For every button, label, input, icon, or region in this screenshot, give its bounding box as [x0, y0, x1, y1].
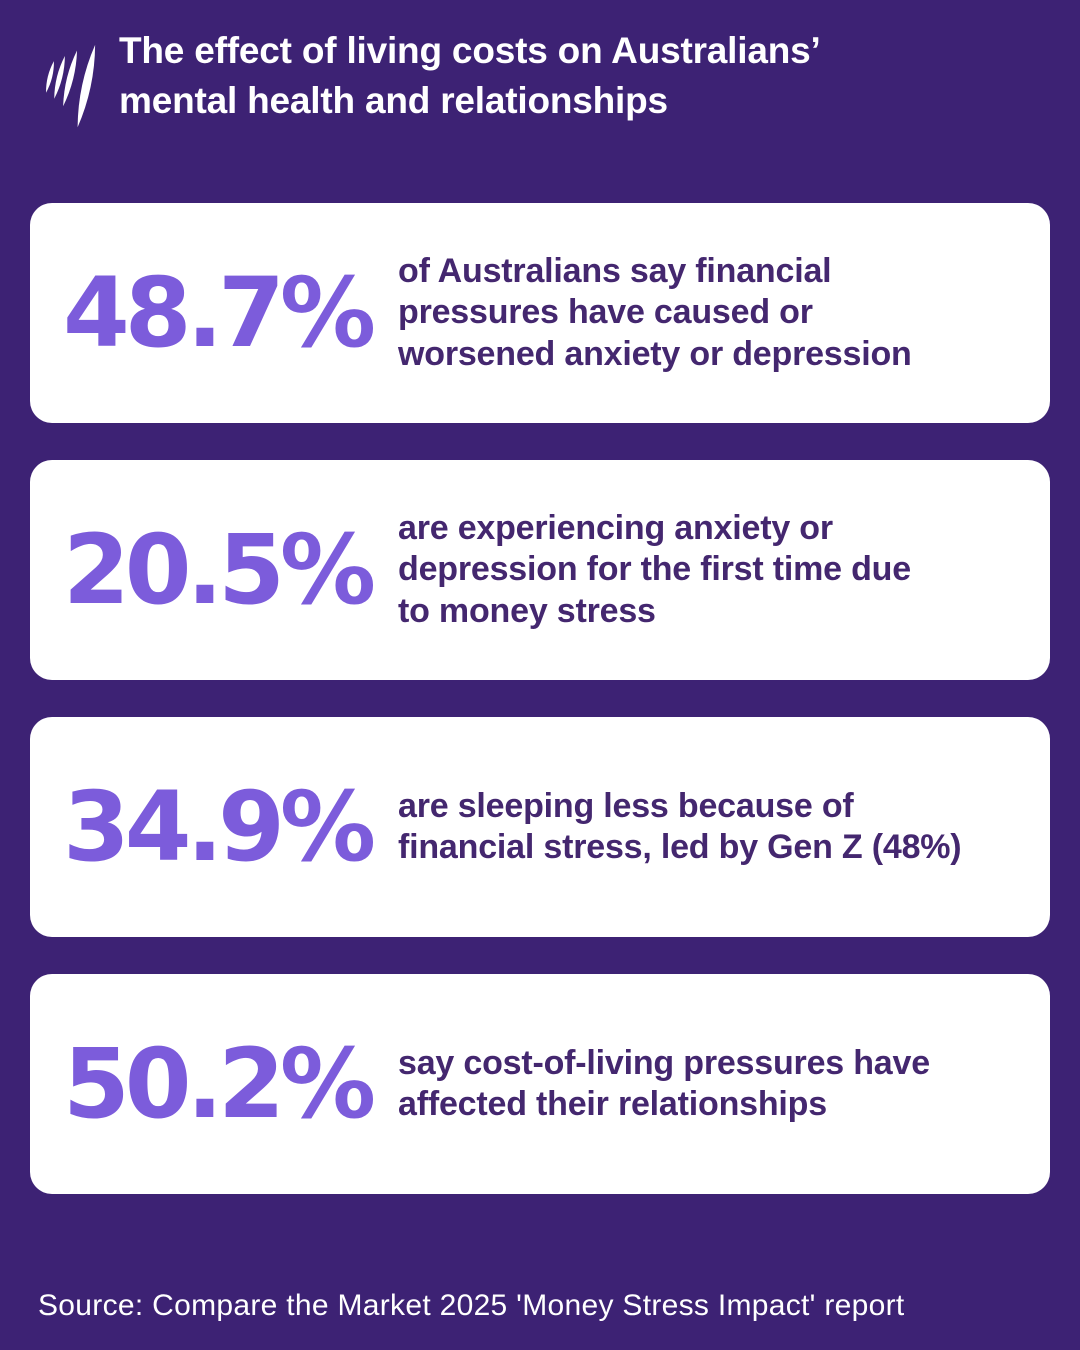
stat-card-sleeping-less: 34.9% are sleeping less because of finan…: [30, 717, 1050, 937]
stat-description: say cost-of-living pressures have affect…: [398, 1043, 930, 1123]
stat-value: 34.9%: [63, 771, 376, 883]
stat-value: 50.2%: [63, 1028, 376, 1140]
stat-value: 48.7%: [63, 257, 376, 369]
stat-card-anxiety-worsened: 48.7% of Australians say financial press…: [30, 203, 1050, 423]
page-title: The effect of living costs on Australian…: [119, 30, 821, 122]
stat-description: of Australians say financial pressures h…: [398, 252, 912, 373]
stat-card-first-time-anxiety: 20.5% are experiencing anxiety or depres…: [30, 460, 1050, 680]
stat-card-relationships: 50.2% say cost-of-living pressures have …: [30, 974, 1050, 1194]
stat-value: 20.5%: [63, 514, 376, 626]
stat-card-list: 48.7% of Australians say financial press…: [30, 203, 1050, 1231]
source-attribution: Source: Compare the Market 2025 'Money S…: [38, 1289, 905, 1322]
stat-description: are experiencing anxiety or depression f…: [398, 509, 911, 630]
stat-description: are sleeping less because of financial s…: [398, 786, 962, 866]
sbs-logo-icon: [40, 42, 104, 132]
